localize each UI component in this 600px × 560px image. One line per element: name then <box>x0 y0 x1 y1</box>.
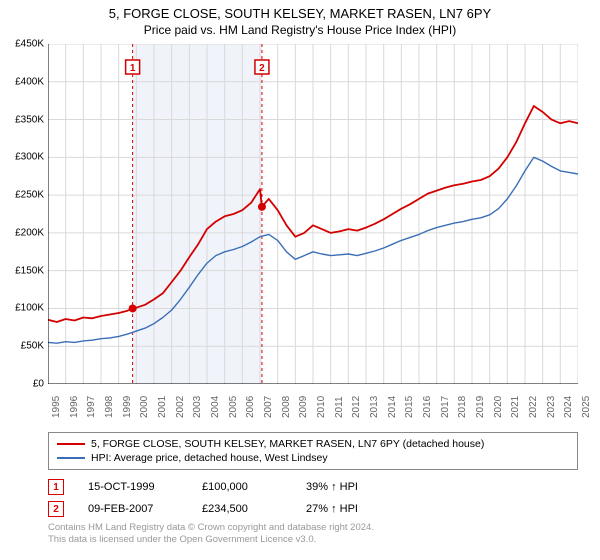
svg-text:2: 2 <box>259 63 265 74</box>
x-tick-label: 2014 <box>387 396 398 418</box>
legend-item-hpi: HPI: Average price, detached house, West… <box>57 451 569 465</box>
x-tick-label: 2015 <box>404 396 415 418</box>
y-tick-label: £100K <box>2 303 44 314</box>
svg-text:1: 1 <box>130 63 136 74</box>
y-tick-label: £0 <box>2 379 44 390</box>
x-tick-label: 2009 <box>298 396 309 418</box>
x-tick-label: 2020 <box>493 396 504 418</box>
chart-subtitle: Price paid vs. HM Land Registry's House … <box>0 21 600 37</box>
transaction-row: 2 09-FEB-2007 £234,500 27% ↑ HPI <box>48 498 578 520</box>
legend-label: HPI: Average price, detached house, West… <box>91 452 328 464</box>
x-tick-label: 2008 <box>281 396 292 418</box>
x-tick-label: 1997 <box>86 396 97 418</box>
legend-item-property: 5, FORGE CLOSE, SOUTH KELSEY, MARKET RAS… <box>57 437 569 451</box>
x-tick-label: 2018 <box>457 396 468 418</box>
x-tick-label: 2001 <box>157 396 168 418</box>
y-tick-label: £350K <box>2 114 44 125</box>
transaction-date: 15-OCT-1999 <box>88 481 178 493</box>
x-tick-label: 2023 <box>546 396 557 418</box>
x-tick-label: 1995 <box>51 396 62 418</box>
footer-line: Contains HM Land Registry data © Crown c… <box>48 522 578 534</box>
x-tick-label: 2024 <box>563 396 574 418</box>
x-tick-label: 2006 <box>245 396 256 418</box>
x-tick-label: 2019 <box>475 396 486 418</box>
price-chart: 12 <box>48 44 578 384</box>
y-tick-label: £250K <box>2 190 44 201</box>
x-tick-label: 2003 <box>192 396 203 418</box>
transaction-price: £234,500 <box>202 503 282 515</box>
x-tick-label: 2000 <box>139 396 150 418</box>
transaction-date: 09-FEB-2007 <box>88 503 178 515</box>
chart-title: 5, FORGE CLOSE, SOUTH KELSEY, MARKET RAS… <box>0 0 600 21</box>
y-tick-label: £150K <box>2 265 44 276</box>
y-tick-label: £200K <box>2 227 44 238</box>
transaction-vs-hpi: 39% ↑ HPI <box>306 481 386 493</box>
x-tick-label: 2002 <box>175 396 186 418</box>
transaction-list: 1 15-OCT-1999 £100,000 39% ↑ HPI 2 09-FE… <box>48 476 578 520</box>
legend-label: 5, FORGE CLOSE, SOUTH KELSEY, MARKET RAS… <box>91 438 484 450</box>
x-tick-label: 1998 <box>104 396 115 418</box>
y-tick-label: £300K <box>2 152 44 163</box>
x-tick-label: 2011 <box>334 396 345 418</box>
legend-swatch <box>57 457 85 459</box>
legend: 5, FORGE CLOSE, SOUTH KELSEY, MARKET RAS… <box>48 432 578 470</box>
transaction-price: £100,000 <box>202 481 282 493</box>
x-tick-label: 2005 <box>228 396 239 418</box>
x-tick-label: 2012 <box>351 396 362 418</box>
x-tick-label: 2013 <box>369 396 380 418</box>
x-tick-label: 2016 <box>422 396 433 418</box>
legend-swatch <box>57 443 85 445</box>
x-tick-label: 1996 <box>69 396 80 418</box>
transaction-row: 1 15-OCT-1999 £100,000 39% ↑ HPI <box>48 476 578 498</box>
x-tick-label: 1999 <box>122 396 133 418</box>
y-tick-label: £50K <box>2 341 44 352</box>
x-tick-label: 2004 <box>210 396 221 418</box>
marker-badge: 2 <box>48 501 64 517</box>
x-tick-label: 2022 <box>528 396 539 418</box>
marker-badge: 1 <box>48 479 64 495</box>
x-tick-label: 2007 <box>263 396 274 418</box>
y-tick-label: £400K <box>2 76 44 87</box>
x-tick-label: 2025 <box>581 396 592 418</box>
x-axis-labels: 1995 1996 1997 1998 1999 2000 2001 2002 2003 2004… <box>48 388 578 428</box>
attribution-footer: Contains HM Land Registry data © Crown c… <box>48 522 578 547</box>
x-tick-label: 2010 <box>316 396 327 418</box>
y-tick-label: £450K <box>2 39 44 50</box>
transaction-vs-hpi: 27% ↑ HPI <box>306 503 386 515</box>
x-tick-label: 2017 <box>440 396 451 418</box>
x-tick-label: 2021 <box>510 396 521 418</box>
footer-line: This data is licensed under the Open Gov… <box>48 534 578 546</box>
